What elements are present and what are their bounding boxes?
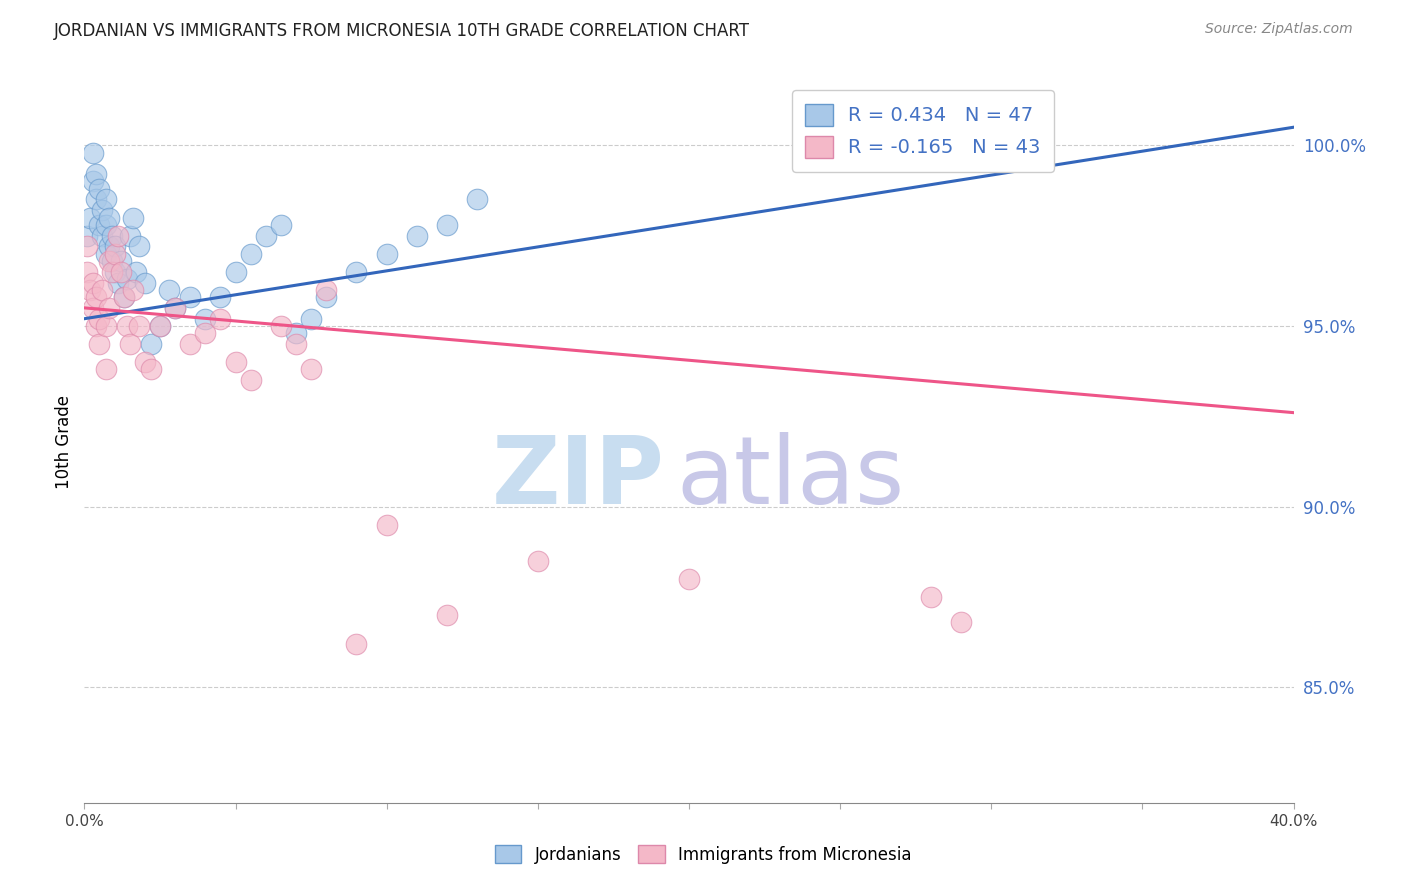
Point — [179, 290, 201, 304]
Point — [134, 276, 156, 290]
Point — [115, 318, 138, 333]
Point — [436, 607, 458, 622]
Point — [270, 318, 292, 333]
Point — [86, 167, 108, 181]
Point — [239, 373, 262, 387]
Point — [467, 193, 489, 207]
Point — [91, 203, 114, 218]
Point — [86, 290, 108, 304]
Point — [254, 228, 277, 243]
Point — [94, 362, 117, 376]
Legend: R = 0.434   N = 47, R = -0.165   N = 43: R = 0.434 N = 47, R = -0.165 N = 43 — [792, 90, 1054, 172]
Point — [76, 239, 98, 253]
Point — [100, 265, 122, 279]
Point — [89, 182, 111, 196]
Point — [82, 174, 104, 188]
Point — [299, 362, 322, 376]
Text: Source: ZipAtlas.com: Source: ZipAtlas.com — [1205, 22, 1353, 37]
Point — [94, 318, 117, 333]
Point — [89, 337, 111, 351]
Point — [89, 218, 111, 232]
Point — [118, 337, 141, 351]
Point — [115, 272, 138, 286]
Point — [149, 318, 172, 333]
Point — [315, 283, 337, 297]
Point — [86, 193, 108, 207]
Point — [315, 290, 337, 304]
Point — [139, 362, 162, 376]
Point — [100, 228, 122, 243]
Point — [94, 218, 117, 232]
Point — [179, 337, 201, 351]
Point — [194, 311, 217, 326]
Point — [89, 311, 111, 326]
Point — [375, 517, 398, 532]
Text: atlas: atlas — [676, 432, 905, 524]
Point — [406, 228, 429, 243]
Point — [134, 355, 156, 369]
Point — [299, 311, 322, 326]
Text: 0.0%: 0.0% — [65, 814, 104, 829]
Point — [94, 246, 117, 260]
Point — [110, 254, 132, 268]
Point — [285, 337, 308, 351]
Point — [285, 326, 308, 341]
Point — [209, 290, 232, 304]
Point — [107, 276, 129, 290]
Point — [194, 326, 217, 341]
Point — [112, 290, 135, 304]
Y-axis label: 10th Grade: 10th Grade — [55, 394, 73, 489]
Point — [110, 265, 132, 279]
Point — [125, 265, 148, 279]
Point — [225, 355, 247, 369]
Point — [97, 254, 120, 268]
Point — [82, 276, 104, 290]
Point — [678, 572, 700, 586]
Point — [165, 301, 187, 315]
Text: ZIP: ZIP — [492, 432, 665, 524]
Point — [239, 246, 262, 260]
Point — [97, 211, 120, 225]
Point — [82, 145, 104, 160]
Point — [79, 211, 101, 225]
Point — [157, 283, 180, 297]
Point — [165, 301, 187, 315]
Point — [128, 239, 150, 253]
Point — [920, 590, 942, 604]
Point — [527, 554, 550, 568]
Point — [94, 193, 117, 207]
Point — [86, 318, 108, 333]
Point — [104, 265, 127, 279]
Point — [149, 318, 172, 333]
Point — [104, 246, 127, 260]
Point — [97, 301, 120, 315]
Point — [121, 211, 143, 225]
Point — [436, 218, 458, 232]
Point — [91, 283, 114, 297]
Point — [100, 254, 122, 268]
Point — [346, 637, 368, 651]
Point — [375, 246, 398, 260]
Point — [112, 290, 135, 304]
Point — [79, 283, 101, 297]
Point — [82, 301, 104, 315]
Point — [76, 228, 98, 243]
Point — [128, 318, 150, 333]
Point — [97, 239, 120, 253]
Point — [121, 283, 143, 297]
Point — [225, 265, 247, 279]
Point — [104, 239, 127, 253]
Text: JORDANIAN VS IMMIGRANTS FROM MICRONESIA 10TH GRADE CORRELATION CHART: JORDANIAN VS IMMIGRANTS FROM MICRONESIA … — [53, 22, 749, 40]
Point — [139, 337, 162, 351]
Point — [346, 265, 368, 279]
Point — [107, 228, 129, 243]
Point — [270, 218, 292, 232]
Point — [118, 228, 141, 243]
Point — [76, 265, 98, 279]
Legend: Jordanians, Immigrants from Micronesia: Jordanians, Immigrants from Micronesia — [488, 838, 918, 871]
Text: 40.0%: 40.0% — [1270, 814, 1317, 829]
Point — [91, 228, 114, 243]
Point — [950, 615, 973, 630]
Point — [209, 311, 232, 326]
